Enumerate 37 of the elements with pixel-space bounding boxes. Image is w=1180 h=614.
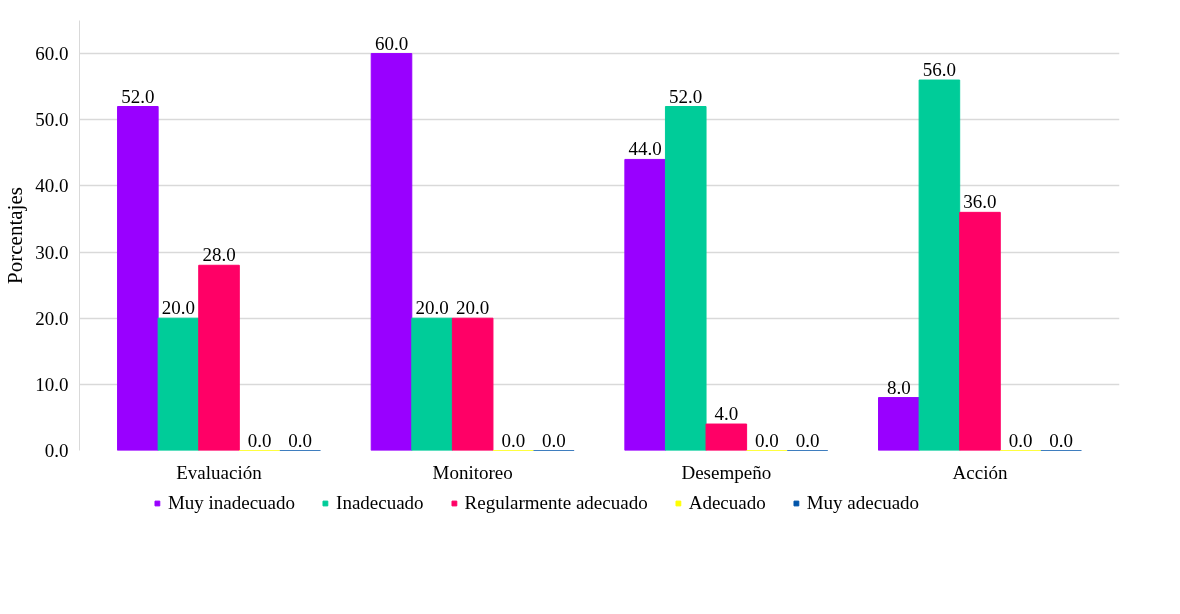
legend-label: Regularmente adecuado [464, 492, 648, 514]
x-tick-label: Monitoreo [432, 461, 513, 483]
x-tick-label: Acción [952, 461, 1008, 483]
data-label: 0.0 [247, 429, 272, 451]
legend-label: Inadecuado [336, 492, 424, 514]
y-axis-title: Porcentajes [3, 187, 28, 284]
data-label: 0.0 [1049, 429, 1074, 451]
data-label: 0.0 [501, 429, 526, 451]
data-label: 44.0 [628, 138, 662, 160]
y-tick-label: 10.0 [35, 373, 69, 395]
data-label: 52.0 [121, 85, 155, 107]
data-label: 0.0 [288, 429, 313, 451]
data-label: 52.0 [669, 85, 703, 107]
data-label: 60.0 [374, 32, 409, 54]
data-label: 0.0 [795, 429, 820, 451]
data-label: 4.0 [714, 403, 739, 425]
y-tick-label: 20.0 [35, 307, 69, 329]
data-label: 20.0 [161, 297, 196, 319]
legend-label: Muy inadecuado [167, 492, 296, 514]
y-tick-label: 0.0 [44, 440, 69, 461]
y-tick-label: 30.0 [35, 241, 69, 263]
data-label: 28.0 [202, 244, 236, 266]
y-tick-label: 60.0 [35, 43, 69, 65]
data-label: 8.0 [886, 376, 911, 398]
x-tick-label: Desempeño [681, 461, 772, 483]
data-label: 36.0 [963, 191, 997, 213]
data-label: 0.0 [1008, 429, 1033, 451]
y-tick-label: 50.0 [35, 109, 69, 131]
data-label: 20.0 [415, 297, 449, 319]
data-label: 20.0 [456, 297, 490, 319]
data-label: 0.0 [755, 429, 779, 451]
y-tick-label: 40.0 [35, 175, 69, 197]
data-label: 0.0 [541, 429, 566, 451]
legend-label: Adecuado [688, 492, 766, 514]
data-label: 56.0 [922, 59, 957, 81]
x-tick-label: Evaluación [176, 461, 263, 483]
legend-label: Muy adecuado [806, 492, 920, 514]
